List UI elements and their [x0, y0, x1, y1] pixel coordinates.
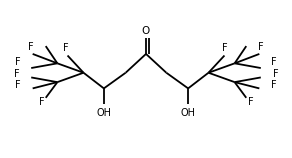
- Text: F: F: [272, 69, 278, 79]
- Text: F: F: [258, 42, 264, 52]
- Text: F: F: [63, 43, 69, 53]
- Text: F: F: [39, 97, 44, 107]
- Text: OH: OH: [96, 108, 111, 118]
- Text: F: F: [271, 57, 277, 67]
- Text: F: F: [15, 80, 21, 90]
- Text: F: F: [28, 42, 34, 52]
- Text: F: F: [15, 57, 21, 67]
- Text: F: F: [271, 80, 277, 90]
- Text: F: F: [14, 69, 20, 79]
- Text: O: O: [142, 26, 150, 36]
- Text: OH: OH: [181, 108, 196, 118]
- Text: F: F: [248, 97, 253, 107]
- Text: F: F: [222, 43, 227, 53]
